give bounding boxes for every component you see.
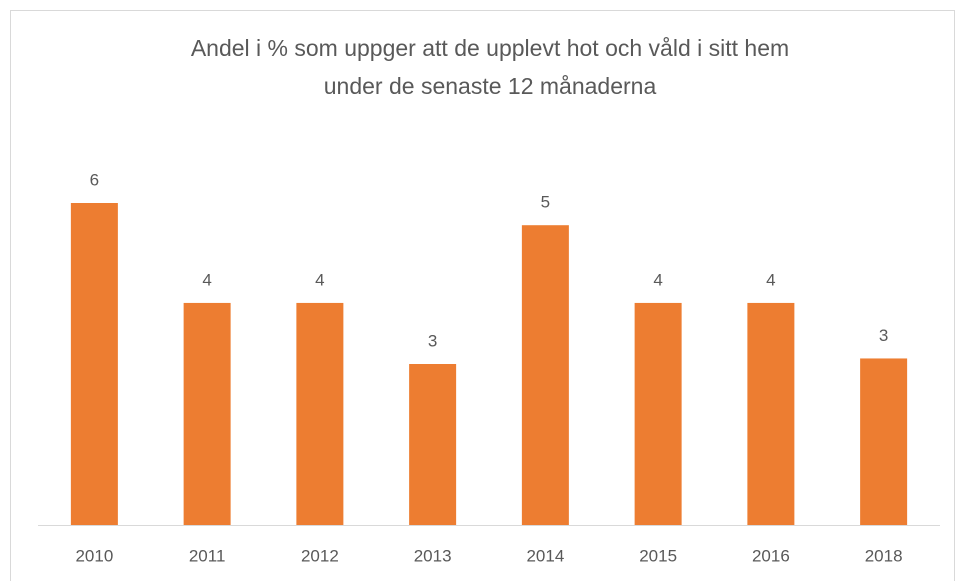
x-tick-label: 2012: [301, 546, 339, 565]
data-label: 3: [879, 326, 888, 345]
x-tick-label: 2010: [75, 546, 113, 565]
data-label: 5: [541, 193, 550, 212]
bar: [183, 302, 231, 525]
x-tick-label: 2013: [414, 546, 452, 565]
data-label: 3: [428, 331, 437, 350]
x-tick-label: 2015: [639, 546, 677, 565]
bar: [747, 302, 795, 525]
data-label: 4: [315, 270, 324, 289]
bar: [296, 302, 344, 525]
bar: [860, 358, 908, 525]
x-tick-label: 2016: [752, 546, 790, 565]
bar: [70, 203, 118, 525]
bar: [634, 302, 682, 525]
data-label: 4: [653, 270, 662, 289]
chart-title: Andel i % som uppger att de upplevt hot …: [191, 35, 789, 61]
data-label: 6: [90, 170, 99, 189]
bar: [409, 364, 457, 525]
chart-title: under de senaste 12 månaderna: [324, 73, 657, 99]
x-tick-label: 2011: [189, 546, 226, 565]
data-label: 4: [766, 270, 775, 289]
bar: [521, 225, 569, 525]
x-tick-label: 2014: [526, 546, 564, 565]
data-label: 4: [202, 270, 211, 289]
chart-frame: [10, 10, 955, 581]
x-tick-label: 2018: [865, 546, 903, 565]
